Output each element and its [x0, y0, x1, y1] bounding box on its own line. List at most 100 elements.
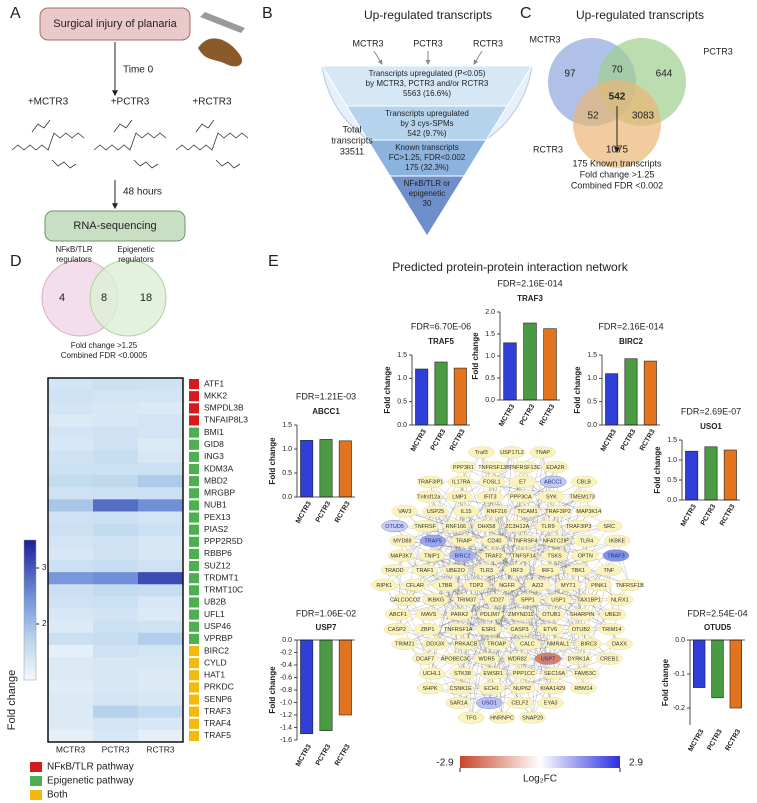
node-label: OPTN — [578, 553, 593, 559]
row-color — [189, 658, 199, 669]
node-label: TLR3 — [479, 568, 492, 574]
node-label: PPP1CC — [513, 671, 535, 677]
network-edge — [404, 599, 559, 645]
node-label: E7 — [519, 480, 526, 486]
note: Fold change >1.25 — [580, 169, 655, 179]
heatmap-cell — [48, 705, 94, 719]
network-edge — [433, 540, 569, 586]
venn-count: 70 — [611, 65, 623, 76]
step-label: Surgical injury of planaria — [53, 18, 177, 30]
node-label: CALC — [520, 642, 535, 648]
heatmap-cell — [93, 584, 139, 597]
node-label: BIRC3 — [581, 642, 597, 648]
node-label: TRADD — [385, 568, 404, 574]
network-node — [479, 549, 507, 562]
network-node — [419, 534, 447, 547]
gene-label: TRMT10C — [204, 585, 243, 595]
row-color — [189, 585, 199, 596]
network-node — [476, 696, 503, 709]
network-node — [480, 461, 508, 474]
node-label: FAM53C — [575, 671, 596, 677]
bar — [711, 639, 724, 699]
gene-label: USP46 — [204, 621, 231, 631]
network-node — [534, 564, 561, 577]
node-label: ETV6 — [543, 627, 557, 633]
panel-letter: D — [10, 253, 22, 270]
network-edge — [516, 525, 579, 571]
row-color — [189, 500, 199, 511]
bar — [434, 361, 448, 426]
node-label: STK38 — [454, 671, 471, 677]
gene-label: MBD2 — [204, 475, 228, 485]
planaria-icon — [198, 38, 243, 67]
node-label: UBE2O — [446, 568, 465, 574]
heatmap-cell — [93, 390, 139, 403]
node-label: TNFSF14 — [512, 553, 536, 559]
heatmap-cell — [93, 681, 139, 694]
network-edge — [554, 555, 620, 600]
node-label: TNFRSF — [414, 524, 436, 530]
node-label: MAP3K14 — [576, 509, 601, 515]
chemical-structure — [113, 119, 159, 169]
network-edge — [404, 511, 586, 556]
node-label: USP25 — [427, 509, 444, 515]
row-color — [189, 391, 199, 402]
chemical-structure — [93, 132, 167, 151]
bar — [319, 439, 333, 498]
heatmap-cell — [138, 378, 184, 391]
network-edge — [430, 481, 491, 615]
node-label: TSKS — [547, 553, 562, 559]
gene-label: BMI1 — [204, 427, 224, 437]
y-tick-label: 1.0 — [282, 446, 292, 453]
network-edge — [490, 614, 579, 659]
node-label: ZMYND11 — [508, 612, 533, 618]
node-label: ECH1 — [484, 686, 499, 692]
legend-swatch — [30, 762, 42, 772]
gene-label: BIRC2 — [204, 645, 229, 655]
node-label: WDR82 — [508, 656, 527, 662]
network-node — [568, 490, 596, 503]
network-edge — [458, 658, 518, 704]
network-edge — [537, 584, 612, 630]
set-label: RCTR3 — [533, 144, 563, 154]
bar — [338, 639, 352, 716]
row-color — [189, 682, 199, 693]
network-edge — [458, 629, 586, 674]
node-label: CELF2 — [511, 701, 528, 707]
gene-label: PPP2R5D — [204, 536, 243, 546]
heatmap-cell — [48, 657, 94, 670]
network-edge — [486, 525, 587, 541]
y-tick-label: 0.5 — [667, 477, 677, 484]
node-label: TNF — [604, 568, 615, 574]
node-label: TRAF5 — [424, 539, 441, 545]
y-tick-label: 0.0 — [485, 397, 495, 404]
network-node — [511, 534, 539, 547]
network-node — [391, 637, 418, 650]
network-node — [514, 593, 542, 606]
heatmap-cell — [48, 620, 94, 634]
row-color — [189, 415, 199, 426]
y-tick-label: 1.0 — [485, 353, 495, 360]
network-edge — [394, 525, 523, 689]
network-node — [498, 446, 526, 459]
colorbar-tick-label: 2.9 — [629, 758, 643, 769]
node-label: NLRX1 — [611, 597, 629, 603]
node-label: RIPK1 — [376, 583, 392, 589]
row-color — [189, 609, 199, 620]
node-label: TRAIP — [456, 539, 473, 545]
y-tick-label: 1.5 — [397, 352, 407, 359]
heatmap-cell — [93, 475, 139, 488]
network-node — [570, 475, 598, 488]
node-label: USP1 — [551, 597, 565, 603]
network-node — [507, 608, 535, 621]
network-node — [483, 637, 511, 650]
network-node — [380, 564, 408, 577]
level-label: 30 — [423, 199, 432, 208]
heatmap-cell — [138, 475, 184, 488]
node-label: PINK1 — [591, 583, 607, 589]
y-tick-label: 1.0 — [667, 457, 677, 464]
network-node — [603, 534, 631, 547]
node-label: VAV3 — [398, 509, 411, 515]
heatmap-cell — [48, 584, 94, 597]
network-node — [478, 475, 506, 488]
